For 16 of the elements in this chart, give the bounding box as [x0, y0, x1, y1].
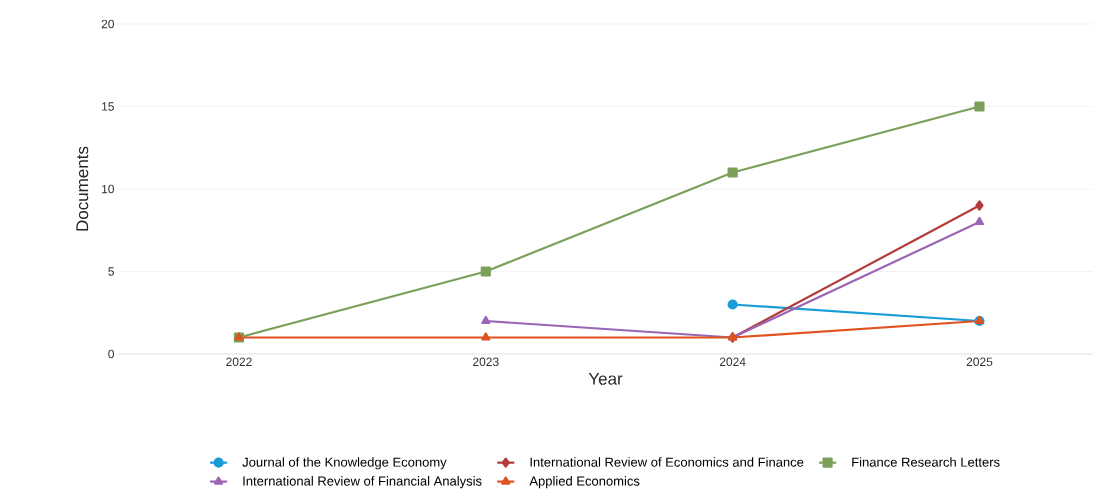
x-tick-label: 2024	[719, 357, 746, 367]
x-axis-title: Year	[588, 372, 623, 385]
legend-label: Applied Economics	[529, 476, 640, 489]
y-tick-label: 15	[102, 102, 114, 111]
y-tick-label: 20	[101, 19, 114, 29]
y-axis-title: Documents	[76, 146, 89, 231]
legend-label: International Review of Financial Analysis	[243, 476, 482, 489]
y-tick-label: 5	[108, 267, 114, 276]
x-tick-label: 2023	[473, 357, 499, 367]
x-tick-label: 2025	[966, 357, 993, 367]
legend-label: Finance Research Letters	[852, 457, 1000, 467]
legend-label: Journal of the Knowledge Economy	[242, 457, 447, 470]
y-tick-label: 0	[108, 349, 115, 359]
legend-label: International Review of Economics and Finance	[530, 457, 804, 467]
y-tick-label: 10	[102, 184, 114, 194]
x-tick-label: 2022	[226, 357, 252, 367]
